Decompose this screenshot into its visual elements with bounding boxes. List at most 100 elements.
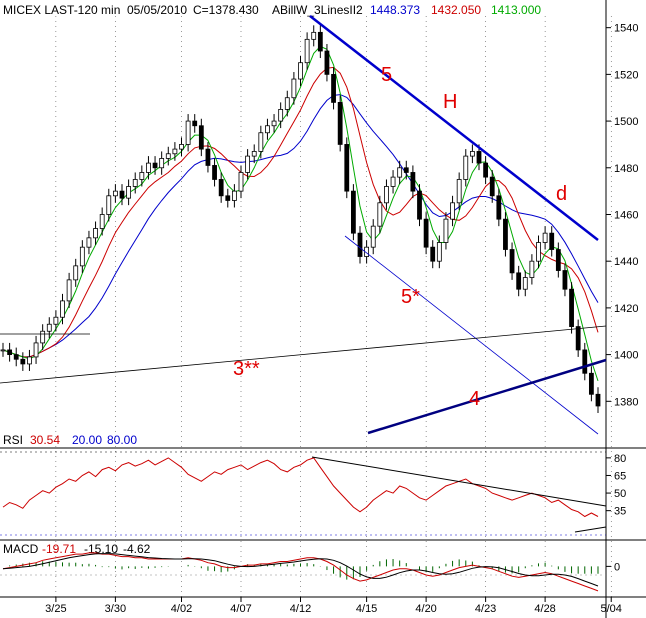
- candle-body: [146, 162, 151, 173]
- x-tick-label: 4/20: [415, 603, 436, 615]
- candle-body: [60, 300, 65, 318]
- candle-body: [179, 144, 184, 150]
- candle-body: [298, 62, 303, 80]
- candle-body: [443, 218, 449, 243]
- price-tick-label: 1440: [614, 256, 638, 268]
- candle-body: [456, 179, 462, 204]
- rsi-low: 20.00: [72, 433, 102, 447]
- candle-body: [172, 148, 178, 155]
- candle-body: [218, 179, 224, 197]
- header-symbol: MICEX LAST-120 min: [3, 3, 120, 17]
- rsi-tick-label: 80: [614, 453, 626, 465]
- macd-value-3: -4.62: [123, 542, 151, 556]
- candle-body: [284, 97, 290, 110]
- candle-body: [27, 356, 32, 365]
- candle-body: [536, 242, 541, 262]
- header-line1: 1448.373: [370, 3, 420, 17]
- rsi-tick-label: 50: [614, 488, 626, 500]
- candle-body: [350, 190, 356, 234]
- candle-body: [271, 120, 277, 127]
- rsi-label: RSI: [3, 433, 23, 447]
- annotation-3-star: 3**: [233, 358, 260, 380]
- candle-body: [198, 125, 204, 150]
- candle-body: [595, 393, 601, 407]
- candle-body: [40, 330, 46, 344]
- candle-body: [582, 349, 588, 374]
- header-line2: 1432.050: [431, 3, 481, 17]
- x-tick-label: 4/23: [475, 603, 496, 615]
- candle-body: [370, 225, 376, 248]
- candle-body: [139, 172, 145, 180]
- candle-body: [7, 349, 13, 355]
- x-tick-label: 5/04: [601, 603, 622, 615]
- candle-body: [377, 202, 383, 227]
- candle-body: [496, 195, 502, 220]
- x-tick-label: 4/07: [230, 603, 251, 615]
- candle-body: [66, 279, 72, 302]
- macd-tick-label: 0: [614, 561, 620, 573]
- candle-body: [562, 270, 568, 290]
- candle-body: [304, 38, 310, 64]
- candle-body: [20, 358, 26, 365]
- candle-body: [238, 172, 244, 192]
- x-tick-label: 4/15: [356, 603, 377, 615]
- candle-body: [79, 246, 85, 267]
- candle-body: [450, 202, 455, 220]
- candle-body: [542, 232, 548, 243]
- x-axis-ticks: 3/25 3/30 4/02 4/07 4/12 4/15 4/20 4/23 4/28 5/04: [45, 597, 622, 615]
- candle-body: [555, 249, 561, 271]
- grid: [55, 16, 612, 597]
- price-tick-label: 1460: [614, 209, 638, 221]
- candle-body: [390, 176, 396, 187]
- rsi-y-ticks: 35 50 65 80: [606, 453, 626, 518]
- price-tick-label: 1540: [614, 23, 638, 35]
- rsi-trendline-upper: [311, 456, 607, 507]
- moving-average-blue: [2, 94, 599, 358]
- candle-body: [159, 158, 165, 169]
- candle-body: [417, 190, 422, 220]
- annotation-4: 4: [469, 388, 480, 410]
- candle-body: [324, 50, 330, 75]
- macd-label: MACD: [3, 542, 39, 556]
- rsi-trendline-lower: [574, 526, 607, 533]
- macd-histogram: [9, 559, 599, 580]
- candle-body: [357, 232, 363, 257]
- price-y-ticks: 1380 1400 1420 1440 1460 1480 1500 1520 1540: [606, 23, 638, 408]
- candle-body: [258, 132, 264, 152]
- candle-body: [99, 214, 105, 229]
- candle-body: [522, 277, 528, 290]
- candle-body: [430, 246, 436, 262]
- candle-body: [212, 165, 217, 180]
- candle-body: [423, 218, 429, 248]
- trendline-3: [0, 325, 607, 384]
- candle-body: [165, 153, 171, 159]
- header-date: 05/05/2010: [127, 3, 187, 17]
- candle-body: [509, 249, 515, 274]
- trendline-5-lower: [344, 235, 599, 435]
- candle-body: [410, 172, 416, 192]
- candle-body: [205, 148, 211, 166]
- candle-body: [397, 167, 403, 178]
- candle-body: [503, 218, 508, 250]
- candle-body: [46, 323, 52, 332]
- price-tick-label: 1400: [614, 350, 638, 362]
- candle-body: [53, 316, 59, 325]
- candle-body: [588, 372, 594, 395]
- candle-body: [132, 179, 138, 187]
- candle-body: [112, 190, 118, 197]
- candle-body: [251, 151, 257, 157]
- candle-body: [311, 31, 317, 40]
- candle-body: [436, 242, 442, 262]
- candle-body: [337, 102, 343, 145]
- candle-body: [126, 186, 132, 199]
- candle-body: [152, 162, 158, 169]
- candle-body: [0, 349, 6, 352]
- candle-body: [33, 342, 39, 358]
- x-tick-label: 3/25: [45, 603, 66, 615]
- candle-body: [575, 326, 581, 351]
- candle-body: [185, 120, 191, 145]
- moving-average-red: [2, 66, 599, 358]
- candle-body: [463, 155, 469, 180]
